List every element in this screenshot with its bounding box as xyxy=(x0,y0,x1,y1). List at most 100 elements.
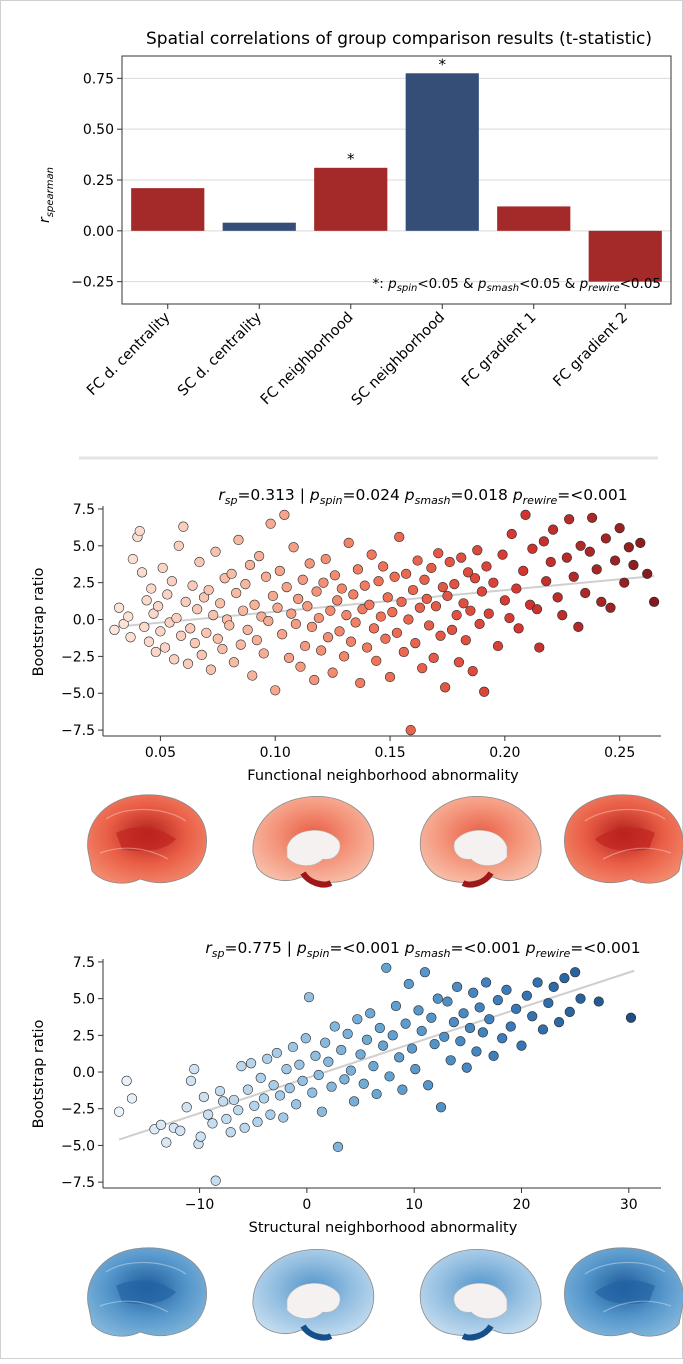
scatter-point xyxy=(575,993,586,1004)
scatter-point xyxy=(175,1125,186,1136)
scatter-point xyxy=(306,621,318,632)
scatter-point xyxy=(343,537,354,548)
scatter-point xyxy=(432,993,443,1004)
scatter-point xyxy=(352,1014,363,1025)
scatter-point xyxy=(461,1062,472,1073)
scatter-point xyxy=(157,562,168,574)
scatter-point xyxy=(366,549,377,560)
scatter-point xyxy=(225,1127,236,1138)
scatter-point xyxy=(247,670,258,681)
scatter-point xyxy=(460,635,471,646)
scatter-point xyxy=(368,1061,379,1072)
scatter-point xyxy=(619,577,630,588)
scatter-point xyxy=(378,561,389,572)
x-tick-label: 0.10 xyxy=(260,745,291,761)
x-tick-label: 0.20 xyxy=(489,745,520,761)
scatter-point xyxy=(513,623,524,634)
scatter-structural-fit-line xyxy=(118,969,635,1141)
scatter-point xyxy=(185,623,196,634)
scatter-point xyxy=(181,1102,192,1113)
scatter-point xyxy=(355,1049,366,1060)
scatter-point xyxy=(600,533,611,544)
scatter-point xyxy=(596,596,607,607)
scatter-point xyxy=(313,1069,324,1081)
scatter-point xyxy=(348,589,359,600)
bar-6 xyxy=(588,230,662,282)
scatter-point xyxy=(109,624,120,635)
scatter-point xyxy=(203,584,214,596)
bar-significance-annotation: *: pspin<0.05 & psmash<0.05 & prewire<0.… xyxy=(373,276,661,294)
scatter-point xyxy=(281,581,292,593)
scatter-point xyxy=(148,608,159,619)
scatter-point xyxy=(469,573,481,584)
scatter-point xyxy=(564,514,575,525)
scatter-point xyxy=(580,587,591,599)
scatter-point xyxy=(233,534,244,546)
scatter-point xyxy=(279,509,290,520)
scatter-point xyxy=(375,611,386,622)
scatter-point xyxy=(426,562,437,574)
bar-x-tick-label: SC d. centrality xyxy=(175,309,265,399)
scatter-point xyxy=(299,640,311,652)
scatter-point xyxy=(208,610,219,621)
scatter-point xyxy=(329,1021,340,1032)
scatter-point xyxy=(635,537,646,548)
scatter-point xyxy=(127,553,138,565)
scatter-point xyxy=(423,620,435,631)
scatter-point xyxy=(561,552,572,563)
scatter-point xyxy=(185,1075,197,1086)
scatter-point xyxy=(400,1018,411,1029)
scatter-point xyxy=(233,1105,244,1116)
x-tick-label: 10 xyxy=(405,1197,423,1213)
brain-medial-left xyxy=(252,1248,375,1341)
scatter-functional-stats: rsp=0.313 | pspin=0.024 psmash=0.018 pre… xyxy=(218,486,627,507)
scatter-point xyxy=(311,586,322,597)
bar-chart-y-label: rspearman xyxy=(37,167,56,223)
scatter-point xyxy=(382,592,393,603)
scatter-functional-points xyxy=(109,509,660,736)
scatter-point xyxy=(310,1050,321,1061)
scatter-point xyxy=(270,685,281,696)
scatter-point xyxy=(474,618,485,630)
scatter-point xyxy=(501,984,512,995)
scatter-point xyxy=(334,626,345,637)
scatter-point xyxy=(538,536,549,547)
brain-medial-left xyxy=(252,795,375,888)
scatter-point xyxy=(339,651,350,662)
y-tick-label: 2.5 xyxy=(73,1028,95,1044)
scatter-point xyxy=(361,1034,373,1045)
brain-medial-right xyxy=(419,795,542,888)
bar-x-tick-label: FC gradient 1 xyxy=(459,310,540,391)
scatter-point xyxy=(201,627,212,638)
scatter-point xyxy=(297,1075,308,1086)
scatter-point xyxy=(416,1025,427,1037)
scatter-point xyxy=(290,618,301,630)
scatter-functional-y-label: Bootstrap ratio xyxy=(31,568,47,677)
scatter-point xyxy=(239,1122,250,1133)
x-tick-label: 0 xyxy=(302,1197,311,1213)
scatter-point xyxy=(373,576,384,587)
scatter-point xyxy=(126,1093,138,1104)
scatter-point xyxy=(187,580,198,591)
scatter-point xyxy=(205,664,217,675)
bar-y-tick-label: 0.50 xyxy=(83,122,114,138)
scatter-point xyxy=(236,1061,247,1072)
scatter-point xyxy=(271,1047,282,1059)
scatter-point xyxy=(414,602,425,613)
scatter-point xyxy=(570,967,581,978)
scatter-point xyxy=(442,590,453,602)
scatter-point xyxy=(281,1063,292,1075)
scatter-point xyxy=(516,1040,527,1051)
scatter-point xyxy=(605,602,616,613)
scatter-point xyxy=(228,1094,240,1106)
bar-x-tick-label: FC gradient 2 xyxy=(550,310,631,391)
scatter-point xyxy=(359,580,370,591)
bar-y-ticks: −0.25 0.00 0.25 0.50 0.75 xyxy=(71,71,122,291)
scatter-point xyxy=(251,635,262,646)
scatter-point xyxy=(448,1017,459,1028)
scatter-point xyxy=(173,540,184,551)
scatter-point xyxy=(214,1086,226,1097)
scatter-point xyxy=(398,646,409,658)
scatter-point xyxy=(497,549,508,560)
scatter-point xyxy=(396,596,407,607)
